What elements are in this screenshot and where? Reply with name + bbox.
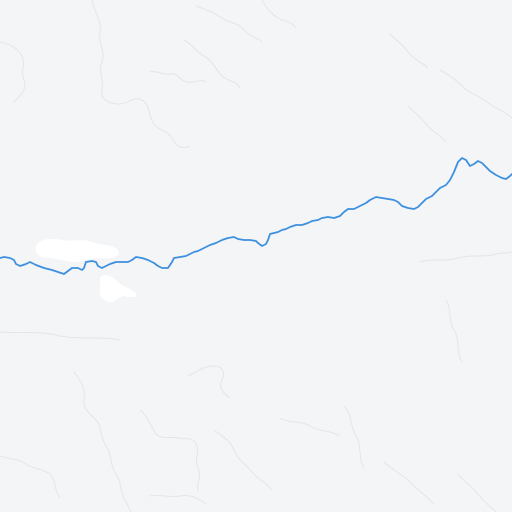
boundary-line (445, 299, 463, 363)
boundary-line (419, 251, 512, 263)
boundary-line (407, 105, 447, 143)
boundary-line (195, 5, 263, 43)
boundary-line (187, 365, 231, 399)
water-bodies (35, 238, 137, 302)
boundary-line (343, 405, 365, 469)
boundary-line (91, 0, 191, 149)
boundary-line (149, 494, 207, 505)
boundary-line (139, 409, 200, 493)
lake (99, 275, 137, 302)
boundary-line (383, 461, 435, 505)
river (0, 157, 512, 275)
boundary-line (213, 429, 273, 491)
boundary-line (183, 39, 241, 89)
boundary-line (149, 71, 207, 83)
boundary-line (0, 41, 26, 103)
boundary-line (0, 455, 61, 499)
boundary-line (73, 371, 133, 512)
boundary-line (439, 69, 512, 119)
boundary-line (389, 33, 429, 69)
boundary-line (457, 473, 497, 512)
boundary-line (279, 417, 341, 437)
lake (35, 238, 119, 262)
region-boundaries (0, 0, 512, 149)
region-boundaries-south (0, 251, 512, 512)
boundary-line (261, 0, 297, 29)
boundary-line (0, 331, 121, 341)
